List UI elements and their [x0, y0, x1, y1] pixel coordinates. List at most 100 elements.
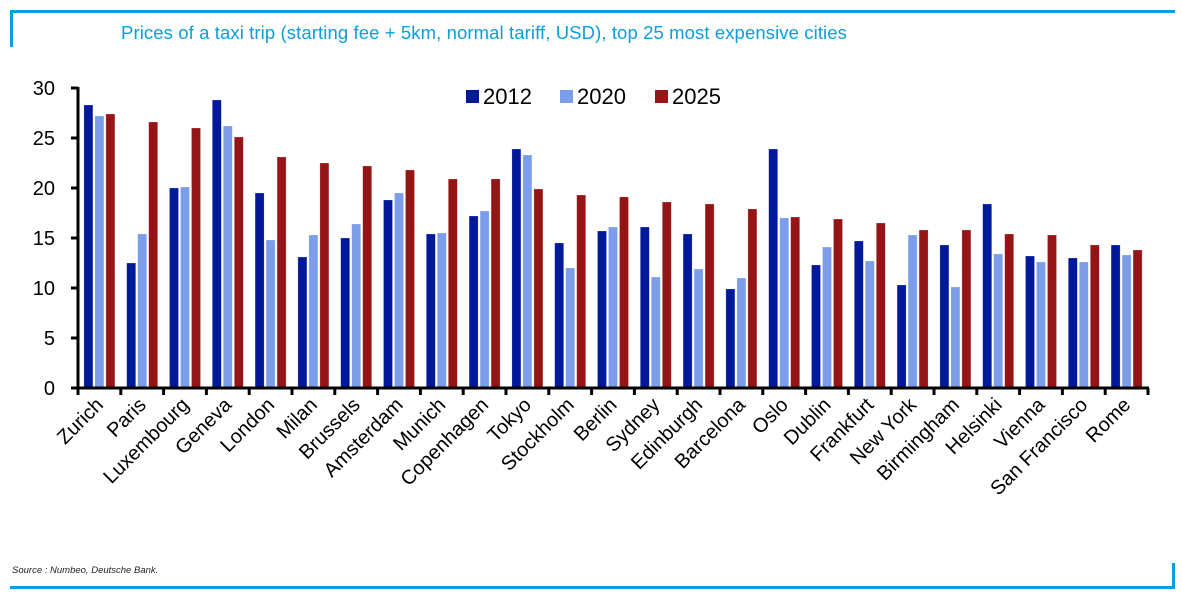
bar-2020-luxembourg: [180, 186, 190, 389]
bar-2012-helsinki: [982, 203, 993, 389]
bar-2020-milan: [308, 234, 319, 389]
bar-2012-zurich: [83, 104, 94, 389]
bar-2020-copenhagen: [479, 210, 490, 389]
bar-2012-stockholm: [554, 242, 565, 389]
bar-2012-edinburgh: [682, 233, 693, 389]
bar-2012-brussels: [340, 237, 351, 389]
y-tick-label: 30: [33, 78, 55, 100]
x-ticks-group: ZurichParisLuxembourgGenevaLondonMilanBr…: [53, 388, 1150, 500]
bar-2020-berlin: [608, 226, 618, 389]
bar-2020-frankfurt: [864, 260, 875, 389]
bar-2012-san-francisco: [1068, 257, 1078, 389]
bar-2012-new-york: [896, 284, 907, 389]
bar-2012-birmingham: [939, 244, 950, 389]
x-tick-label: Zurich: [53, 394, 108, 449]
bar-2025-london: [276, 156, 287, 389]
bar-2012-luxembourg: [169, 187, 179, 389]
bar-2020-amsterdam: [394, 192, 404, 389]
bars-group: [83, 99, 1143, 389]
bar-2020-munich: [436, 232, 447, 389]
bar-2020-paris: [137, 233, 147, 389]
bar-2020-oslo: [779, 217, 790, 389]
bar-2020-tokyo: [522, 154, 533, 389]
bar-2020-barcelona: [736, 277, 747, 389]
bar-2020-dublin: [822, 246, 832, 389]
y-ticks-group: 0 5 10 15 20 25 30: [33, 78, 78, 400]
bar-2020-london: [265, 239, 276, 389]
y-tick-label: 10: [33, 278, 55, 300]
legend-label-2025: 2025: [672, 84, 721, 109]
bar-2025-milan: [319, 162, 330, 389]
bar-2025-frankfurt: [875, 222, 886, 389]
legend-swatch-2025: [655, 90, 668, 103]
bar-2012-barcelona: [725, 288, 736, 389]
frame-left-border: [10, 10, 13, 47]
bar-2012-copenhagen: [468, 215, 479, 389]
source-note: Source : Numbeo, Deutsche Bank.: [12, 565, 159, 576]
bar-2020-edinburgh: [693, 268, 704, 389]
bar-2025-munich: [447, 178, 458, 389]
bar-2025-amsterdam: [405, 169, 415, 389]
legend: 2012 2020 2025: [466, 84, 721, 109]
bar-2025-tokyo: [533, 188, 544, 389]
chart-title: Prices of a taxi trip (starting fee + 5k…: [121, 22, 848, 43]
bar-2012-milan: [297, 256, 308, 389]
y-tick-label: 5: [44, 328, 55, 350]
bar-2025-zurich: [105, 113, 116, 389]
bar-2025-paris: [148, 121, 158, 389]
bar-2020-geneva: [223, 125, 233, 389]
bar-2020-brussels: [351, 223, 362, 389]
bar-2025-rome: [1132, 249, 1143, 389]
bar-2020-sydney: [650, 276, 661, 389]
bar-2012-rome: [1110, 244, 1121, 389]
bar-2025-sydney: [661, 201, 672, 389]
bar-2020-birmingham: [950, 286, 961, 389]
bar-2025-vienna: [1047, 234, 1057, 389]
bar-2025-oslo: [790, 216, 801, 389]
bar-2020-vienna: [1036, 261, 1046, 389]
x-tick-label: Rome: [1082, 394, 1135, 447]
y-tick-label: 25: [33, 128, 55, 150]
bar-2012-oslo: [768, 148, 779, 389]
bar-2025-barcelona: [747, 208, 758, 389]
bar-2020-zurich: [94, 115, 105, 389]
frame-right-border: [1172, 563, 1175, 589]
bar-2012-berlin: [597, 230, 607, 389]
bar-2025-copenhagen: [490, 178, 501, 389]
bar-2020-san-francisco: [1079, 261, 1089, 389]
bar-2020-rome: [1121, 254, 1132, 389]
bar-2012-dublin: [811, 264, 821, 389]
legend-label-2012: 2012: [483, 84, 532, 109]
bar-2025-san-francisco: [1090, 244, 1100, 389]
legend-label-2020: 2020: [577, 84, 626, 109]
bar-2012-sydney: [639, 226, 650, 389]
bar-2012-tokyo: [511, 148, 522, 389]
bar-2012-munich: [425, 233, 436, 389]
bar-2012-paris: [126, 262, 136, 389]
bar-2012-amsterdam: [383, 199, 393, 389]
bar-2020-new-york: [907, 234, 918, 389]
bar-2025-luxembourg: [191, 127, 201, 389]
bar-2025-helsinki: [1004, 233, 1015, 389]
y-tick-label: 0: [44, 378, 55, 400]
y-tick-label: 15: [33, 228, 55, 250]
bar-2012-london: [254, 192, 265, 389]
bar-2012-geneva: [212, 99, 222, 389]
bar-2025-birmingham: [961, 229, 972, 389]
legend-swatch-2012: [466, 90, 479, 103]
bar-2020-stockholm: [565, 267, 576, 389]
bar-2025-brussels: [362, 165, 373, 389]
legend-swatch-2020: [560, 90, 573, 103]
bar-2025-stockholm: [576, 194, 587, 389]
frame-bottom-border: [10, 586, 1175, 589]
bar-2020-helsinki: [993, 253, 1004, 389]
bar-2025-new-york: [918, 229, 929, 389]
bar-2025-geneva: [234, 136, 244, 389]
frame-top-border: [10, 10, 1175, 13]
bar-2025-dublin: [833, 218, 843, 389]
bar-2012-frankfurt: [853, 240, 864, 389]
y-tick-label: 20: [33, 178, 55, 200]
bar-2025-berlin: [619, 196, 629, 389]
bar-2012-vienna: [1025, 255, 1035, 389]
